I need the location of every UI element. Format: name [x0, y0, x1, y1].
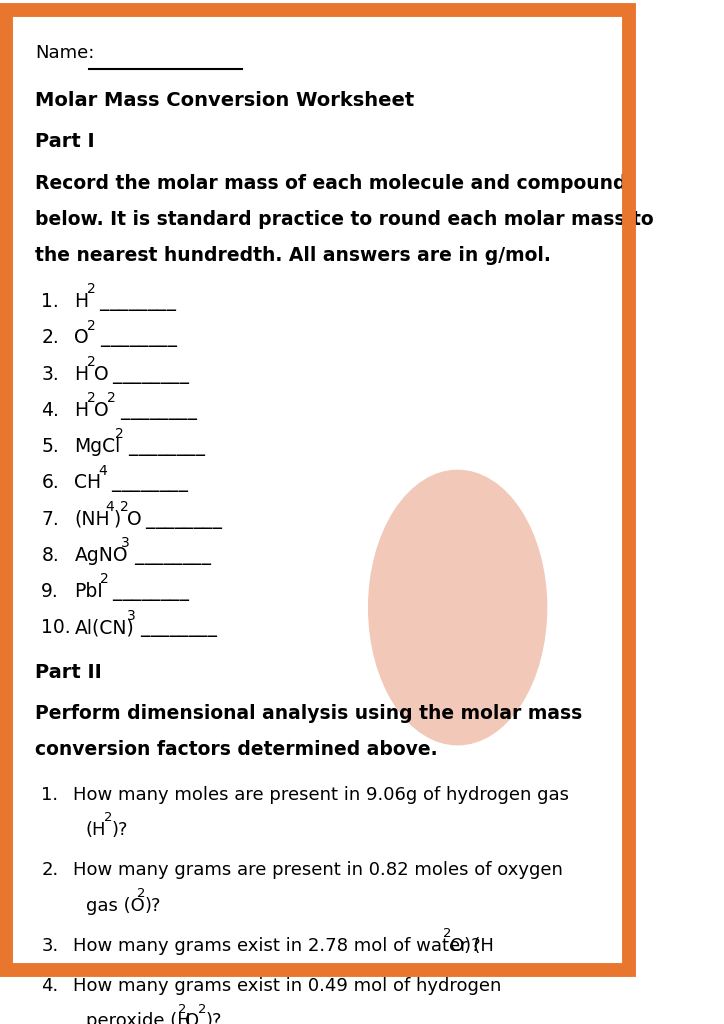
Text: ________: ________ — [107, 583, 189, 601]
Text: (H: (H — [86, 821, 106, 840]
Text: H: H — [75, 400, 88, 420]
Text: )?: )? — [145, 897, 161, 914]
Text: CH: CH — [75, 473, 101, 493]
Text: conversion factors determined above.: conversion factors determined above. — [35, 740, 437, 759]
Text: How many grams exist in 2.78 mol of water (H: How many grams exist in 2.78 mol of wate… — [73, 937, 494, 955]
Text: How many moles are present in 9.06g of hydrogen gas: How many moles are present in 9.06g of h… — [73, 786, 569, 804]
Circle shape — [369, 470, 547, 744]
Text: Part II: Part II — [35, 663, 101, 682]
Text: W: W — [404, 551, 511, 644]
Text: 2: 2 — [138, 887, 146, 900]
Text: 1.: 1. — [41, 786, 59, 804]
Text: H: H — [75, 365, 88, 384]
Text: 2: 2 — [178, 1002, 186, 1016]
Text: ________: ________ — [94, 292, 177, 311]
Text: Name:: Name: — [35, 44, 94, 62]
Text: 3.: 3. — [41, 365, 59, 384]
Text: O: O — [185, 1013, 199, 1024]
Text: gas (O: gas (O — [86, 897, 145, 914]
Text: How many grams exist in 0.49 mol of hydrogen: How many grams exist in 0.49 mol of hydr… — [73, 977, 502, 995]
Text: 4.: 4. — [41, 400, 59, 420]
Text: 2: 2 — [107, 391, 116, 406]
Text: 4.: 4. — [41, 977, 59, 995]
Text: 3: 3 — [127, 608, 135, 623]
Text: )?: )? — [205, 1013, 222, 1024]
Text: 3: 3 — [122, 537, 130, 550]
Text: ________: ________ — [107, 365, 189, 384]
Text: 6.: 6. — [41, 473, 59, 493]
Text: Molar Mass Conversion Worksheet: Molar Mass Conversion Worksheet — [35, 91, 414, 111]
Text: How many grams are present in 0.82 moles of oxygen: How many grams are present in 0.82 moles… — [73, 861, 563, 880]
Text: Part I: Part I — [35, 132, 95, 152]
Text: O: O — [75, 329, 89, 347]
Text: 2: 2 — [87, 318, 96, 333]
Text: 2: 2 — [198, 1002, 206, 1016]
Text: H: H — [75, 292, 88, 311]
Text: 4: 4 — [98, 464, 107, 477]
Text: 2: 2 — [87, 283, 96, 296]
Text: 2.: 2. — [41, 329, 59, 347]
Text: 10.: 10. — [41, 618, 71, 637]
Text: )?: )? — [111, 821, 127, 840]
Text: 2: 2 — [119, 500, 128, 514]
Text: AgNO: AgNO — [75, 546, 128, 565]
Text: 2: 2 — [87, 355, 96, 369]
Text: 7.: 7. — [41, 510, 59, 528]
Text: Record the molar mass of each molecule and compound: Record the molar mass of each molecule a… — [35, 173, 626, 193]
Text: 2: 2 — [100, 572, 109, 587]
Text: 2: 2 — [87, 391, 96, 406]
Text: ________: ________ — [106, 473, 188, 493]
Text: ________: ________ — [129, 546, 211, 565]
Text: the nearest hundredth. All answers are in g/mol.: the nearest hundredth. All answers are i… — [35, 246, 551, 265]
Text: Perform dimensional analysis using the molar mass: Perform dimensional analysis using the m… — [35, 703, 582, 723]
Text: ________: ________ — [135, 618, 216, 637]
Text: O)?: O)? — [450, 937, 481, 955]
Text: 2: 2 — [442, 927, 451, 940]
Text: O: O — [127, 510, 142, 528]
Text: peroxide (H: peroxide (H — [86, 1013, 190, 1024]
Text: ): ) — [114, 510, 121, 528]
Text: 9.: 9. — [41, 583, 59, 601]
Text: PbI: PbI — [75, 583, 103, 601]
Text: ________: ________ — [95, 329, 177, 347]
Text: 4: 4 — [106, 500, 114, 514]
Text: MgCl: MgCl — [75, 437, 121, 456]
Text: 5.: 5. — [41, 437, 59, 456]
Text: 2: 2 — [104, 811, 112, 824]
Text: O: O — [94, 400, 109, 420]
Text: ________: ________ — [140, 510, 222, 528]
Text: 1.: 1. — [41, 292, 59, 311]
Text: below. It is standard practice to round each molar mass to: below. It is standard practice to round … — [35, 210, 654, 228]
Text: ________: ________ — [122, 437, 205, 456]
Text: 2: 2 — [115, 427, 124, 441]
Text: O: O — [94, 365, 109, 384]
Text: Al(CN): Al(CN) — [75, 618, 134, 637]
Text: 3.: 3. — [41, 937, 59, 955]
Text: 2.: 2. — [41, 861, 59, 880]
Text: ________: ________ — [115, 400, 197, 420]
Text: (NH: (NH — [75, 510, 110, 528]
Text: 8.: 8. — [41, 546, 59, 565]
